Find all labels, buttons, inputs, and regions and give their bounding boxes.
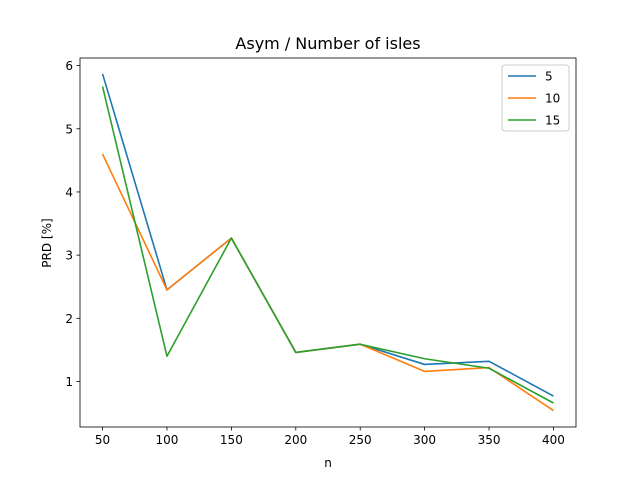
y-tick-label: 6 [65,59,73,73]
y-tick-label: 4 [65,185,73,199]
series-line-10 [101,153,554,412]
plot-frame [79,57,577,428]
y-tick-label: 3 [65,249,73,263]
x-tick-label: 50 [95,433,110,447]
y-axis: 1 2 3 4 5 6 [65,59,80,389]
x-tick-label: 250 [349,433,372,447]
x-tick-label: 200 [284,433,307,447]
x-axis: 50 100 150 200 250 300 350 400 [95,427,565,447]
x-tick-label: 150 [220,433,243,447]
legend-label-10: 10 [545,92,560,106]
legend: 5 10 15 [501,64,570,132]
x-axis-label: n [324,456,332,470]
y-axis-label: PRD [%] [40,218,54,267]
legend-label-5: 5 [545,70,553,84]
y-tick-label: 2 [65,312,73,326]
series-line-15 [101,86,554,404]
plot-area [79,57,577,428]
x-tick-label: 350 [478,433,501,447]
chart-title: Asym / Number of isles [235,34,420,53]
y-tick-label: 1 [65,375,73,389]
x-tick-label: 300 [413,433,436,447]
y-tick-label: 5 [65,122,73,136]
legend-label-15: 15 [545,114,560,128]
x-tick-label: 100 [156,433,179,447]
series-layer [101,73,554,412]
x-tick-label: 400 [542,433,565,447]
